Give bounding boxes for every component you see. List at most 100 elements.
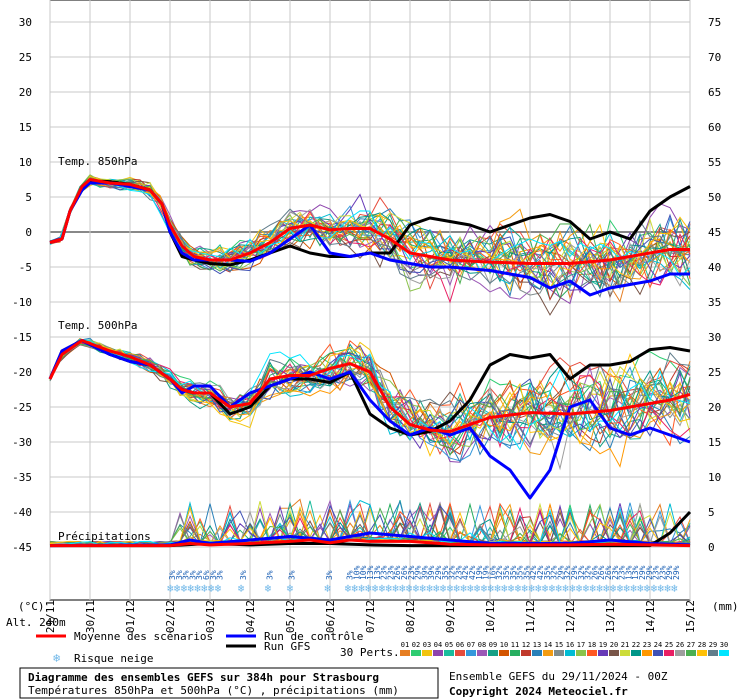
precip-panel-label: Précipitations: [58, 530, 151, 543]
snowflake-icon: ❄: [406, 582, 413, 595]
snow-risk-pct: 10%: [359, 565, 368, 580]
copyright: Copyright 2024 Meteociel.fr: [449, 685, 628, 698]
run-info: Ensemble GEFS du 29/11/2024 - 00Z: [449, 670, 668, 683]
snowflake-icon: ❄: [413, 582, 420, 595]
snowflake-icon: ❄: [549, 582, 556, 595]
snow-risk-pct: 3%: [209, 570, 218, 580]
pert-swatch: [565, 650, 575, 656]
snow-risk-pct: 13%: [631, 565, 640, 580]
x-date-label: 13/12: [604, 600, 617, 633]
snow-risk-pct: 35%: [522, 565, 531, 580]
x-date-label: 01/12: [124, 600, 137, 633]
altitude-label: Alt. 240m: [6, 616, 66, 629]
snow-risk-pct: 32%: [577, 565, 586, 580]
left-tick-label: -35: [12, 471, 32, 484]
pert-swatch: [719, 650, 729, 656]
snow-risk-pct: 29%: [638, 565, 647, 580]
snow-risk-pct: 3%: [288, 570, 297, 580]
snow-risk-pct: 23%: [652, 565, 661, 580]
x-date-label: 09/12: [444, 600, 457, 633]
snow-risk-pct: 23%: [611, 565, 620, 580]
pert-swatch: [455, 650, 465, 656]
snowflake-icon: ❄: [447, 582, 454, 595]
snowflake-icon: ❄: [589, 582, 596, 595]
snow-risk-pct: 29%: [570, 565, 579, 580]
right-tick-label: 50: [708, 191, 721, 204]
pert-swatch: [708, 650, 718, 656]
snow-risk-pct: 23%: [380, 565, 389, 580]
pert-swatch: [510, 650, 520, 656]
snowflake-icon: ❄: [467, 582, 474, 595]
snow-risk-pct: 29%: [665, 565, 674, 580]
legend-control-label: Run de contrôle: [264, 630, 363, 643]
pert-number: 26: [676, 641, 684, 649]
snowflake-icon: ❄: [351, 582, 358, 595]
snowflake-icon: ❄: [521, 582, 528, 595]
snow-risk-pct: 19%: [475, 565, 484, 580]
x-date-label: 06/12: [324, 600, 337, 633]
pert-number: 20: [610, 641, 618, 649]
x-date-label: 30/11: [84, 600, 97, 633]
snow-risk-pct: 26%: [597, 565, 606, 580]
left-tick-label: -5: [19, 261, 32, 274]
snow-risk-pct: 23%: [407, 565, 416, 580]
pert-swatch: [587, 650, 597, 656]
right-tick-label: 60: [708, 121, 721, 134]
snow-risk-pct: 3%: [188, 570, 197, 580]
pert-number: 13: [533, 641, 541, 649]
snow-risk-pct: 19%: [482, 565, 491, 580]
snow-risk-pct: 29%: [414, 565, 423, 580]
x-date-label: 05/12: [284, 600, 297, 633]
main-series: [48, 178, 692, 548]
snow-risk-pct: 26%: [590, 565, 599, 580]
snowflake-icon: ❄: [617, 582, 624, 595]
pert-swatch: [609, 650, 619, 656]
pert-swatch: [411, 650, 421, 656]
snowflake-icon: ❄: [623, 582, 630, 595]
pert-swatch: [642, 650, 652, 656]
snowflake-icon: ❄: [426, 582, 433, 595]
left-tick-label: -40: [12, 506, 32, 519]
snow-risk-pct: 3%: [325, 570, 334, 580]
snowflake-icon: ❄: [576, 582, 583, 595]
pert-number: 14: [544, 641, 552, 649]
pert-number: 22: [632, 641, 640, 649]
snowflake-icon: ❄: [365, 582, 372, 595]
x-date-label: 03/12: [204, 600, 217, 633]
left-tick-label: -10: [12, 296, 32, 309]
snow-risk-pct: 3%: [168, 570, 177, 580]
snow-risk-pct: 3%: [175, 570, 184, 580]
snowflake-icon: ❄: [187, 582, 194, 595]
snowflake-icon: ❄: [385, 582, 392, 595]
snowflake-icon: ❄: [494, 582, 501, 595]
left-tick-label: -25: [12, 401, 32, 414]
right-tick-label: 40: [708, 261, 721, 274]
snowflake-icon: ❄: [419, 582, 426, 595]
series-moyenne-des-sc-narios-t850: [49, 178, 690, 265]
right-tick-label: 15: [708, 436, 721, 449]
ensemble-member-26-t850: [49, 181, 691, 296]
pert-swatch: [499, 650, 509, 656]
snow-risk-pct: 3%: [195, 570, 204, 580]
snow-risk-pct: 39%: [420, 565, 429, 580]
snowflake-icon: ❄: [379, 582, 386, 595]
ensemble-member-30-t850: [49, 179, 691, 278]
snow-risk-pct: 42%: [529, 565, 538, 580]
snowflake-icon: ❄: [583, 582, 590, 595]
snowflake-icon: ❄: [610, 582, 617, 595]
snowflake-icon: ❄: [287, 582, 294, 595]
snowflake-icon: ❄: [215, 582, 222, 595]
x-date-label: 12/12: [564, 600, 577, 633]
legend-mean-label: Moyenne des scénarios: [74, 630, 213, 643]
x-date-label: 14/12: [644, 600, 657, 633]
pert-number: 17: [577, 641, 585, 649]
right-tick-label: 75: [708, 16, 721, 29]
snowflake-icon: ❄: [265, 582, 272, 595]
pert-number: 23: [643, 641, 651, 649]
ensemble-member-23-t850: [49, 182, 691, 277]
snowflake-icon: ❄: [657, 582, 664, 595]
snowflake-icon: ❄: [358, 582, 365, 595]
pert-number: 06: [456, 641, 464, 649]
snowflake-icon: ❄: [460, 582, 467, 595]
snow-risk-pct: 13%: [366, 565, 375, 580]
